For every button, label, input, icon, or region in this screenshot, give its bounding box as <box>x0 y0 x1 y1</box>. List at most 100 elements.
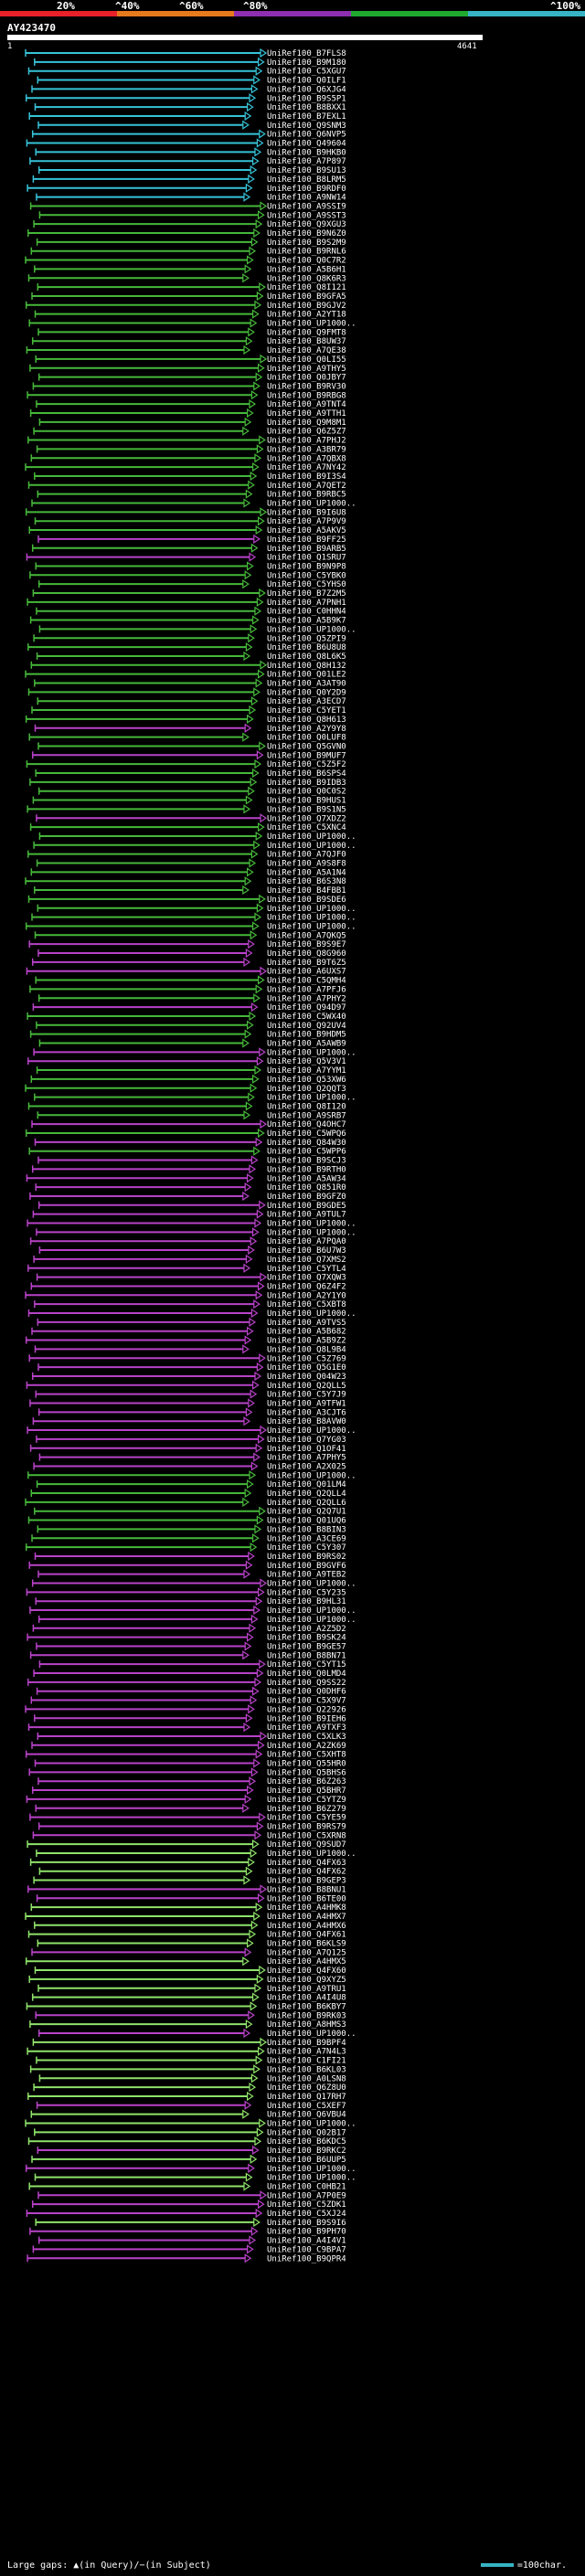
hit-label[interactable]: UniRef100_Q92UV4 <box>267 1022 346 1031</box>
hit-label[interactable]: UniRef100_A9TUL7 <box>267 1211 346 1220</box>
hit-label[interactable]: UniRef100_C0HHN4 <box>267 608 346 617</box>
hit-label[interactable]: UniRef100_A9TTH1 <box>267 409 346 419</box>
hit-label[interactable]: UniRef100_B9SCJ3 <box>267 1157 346 1166</box>
hit-label[interactable]: UniRef100_UP1000.. <box>267 320 356 329</box>
hit-row[interactable]: UniRef100_A7QBX8 <box>30 453 346 463</box>
hit-row[interactable]: UniRef100_A7QJF0 <box>27 849 346 860</box>
hit-label[interactable]: UniRef100_Q0C7R2 <box>267 257 346 266</box>
hit-label[interactable]: UniRef100_C5Y7J9 <box>267 1391 346 1400</box>
hit-label[interactable]: UniRef100_Q01LM4 <box>267 1480 346 1489</box>
hit-row[interactable]: UniRef100_UP1000.. <box>31 1578 356 1589</box>
hit-row[interactable]: UniRef100_B4FBB1 <box>34 885 346 896</box>
hit-row[interactable]: UniRef100_A9SSI9 <box>29 201 346 211</box>
hit-row[interactable]: UniRef100_A6UXS7 <box>26 966 346 977</box>
hit-label[interactable]: UniRef100_UP1000.. <box>267 2120 356 2129</box>
hit-row[interactable]: UniRef100_A5B9Z2 <box>25 1335 346 1346</box>
hit-row[interactable]: UniRef100_A2X025 <box>33 1461 346 1471</box>
hit-row[interactable]: UniRef100_C5YET1 <box>31 705 346 716</box>
hit-row[interactable]: UniRef100_UP1000.. <box>25 921 356 931</box>
hit-label[interactable]: UniRef100_Q9SUD7 <box>267 1840 346 1850</box>
hit-row[interactable]: UniRef100_B8BNU1 <box>27 1884 346 1894</box>
hit-label[interactable]: UniRef100_Q02B17 <box>267 2128 346 2137</box>
hit-label[interactable]: UniRef100_A9TNT4 <box>267 400 346 409</box>
hit-label[interactable]: UniRef100_Q7XDZ2 <box>267 814 346 823</box>
hit-label[interactable]: UniRef100_UP1000.. <box>267 922 356 931</box>
hit-label[interactable]: UniRef100_Q2Q7U1 <box>267 1508 346 1517</box>
hit-row[interactable]: UniRef100_B7FLS8 <box>25 48 346 58</box>
hit-row[interactable]: UniRef100_B9S9I6 <box>35 2217 346 2228</box>
hit-label[interactable]: UniRef100_B9IEH6 <box>267 1714 346 1723</box>
hit-row[interactable]: UniRef100_C5YHS0 <box>37 579 346 589</box>
hit-row[interactable]: UniRef100_A5AKV5 <box>28 525 346 535</box>
hit-label[interactable]: UniRef100_Q5BHR7 <box>267 1786 346 1796</box>
hit-label[interactable]: UniRef100_A7PNH1 <box>267 599 346 608</box>
hit-label[interactable]: UniRef100_Q6Z8U0 <box>267 2083 346 2093</box>
hit-label[interactable]: UniRef100_A7PQA0 <box>267 1237 346 1246</box>
hit-label[interactable]: UniRef100_Q4FX62 <box>267 1868 346 1877</box>
hit-label[interactable]: UniRef100_B6Z263 <box>267 1777 346 1786</box>
hit-row[interactable]: UniRef100_C5WPP6 <box>28 1146 346 1157</box>
hit-row[interactable]: UniRef100_B9GFA5 <box>31 291 346 302</box>
hit-label[interactable]: UniRef100_B9I3S4 <box>267 472 346 482</box>
hit-row[interactable]: UniRef100_B9GVF6 <box>28 1560 346 1571</box>
hit-label[interactable]: UniRef100_B9RS79 <box>267 1822 346 1831</box>
hit-label[interactable]: UniRef100_A7QBX8 <box>267 454 346 463</box>
hit-label[interactable]: UniRef100_Q5BHS6 <box>267 1768 346 1777</box>
hit-label[interactable]: UniRef100_B9SDE6 <box>267 896 346 905</box>
hit-row[interactable]: UniRef100_B6Z279 <box>35 1803 346 1814</box>
hit-row[interactable]: UniRef100_C1FI21 <box>36 2055 346 2066</box>
hit-row[interactable]: UniRef100_A4HMX5 <box>25 1956 346 1966</box>
hit-label[interactable]: UniRef100_B6KL03 <box>267 2065 346 2074</box>
hit-row[interactable]: UniRef100_B8AVW0 <box>32 1416 346 1426</box>
hit-row[interactable]: UniRef100_B9RV30 <box>32 381 346 391</box>
hit-row[interactable]: UniRef100_A5A1N4 <box>30 867 346 877</box>
hit-row[interactable]: UniRef100_A9THY5 <box>29 363 346 374</box>
hit-label[interactable]: UniRef100_B9S9I6 <box>267 2219 346 2228</box>
hit-label[interactable]: UniRef100_C5YE59 <box>267 1814 346 1823</box>
hit-row[interactable]: UniRef100_C5YTL4 <box>27 1263 346 1274</box>
hit-label[interactable]: UniRef100_UP1000.. <box>267 1048 356 1057</box>
hit-row[interactable]: UniRef100_B9IDB3 <box>29 777 346 788</box>
hit-label[interactable]: UniRef100_C5YET1 <box>267 706 346 716</box>
hit-label[interactable]: UniRef100_B9RNL6 <box>267 248 346 257</box>
hit-row[interactable]: UniRef100_B6UUP5 <box>31 2154 346 2165</box>
hit-label[interactable]: UniRef100_A7PHY2 <box>267 994 346 1003</box>
hit-label[interactable]: UniRef100_UP1000.. <box>267 625 356 634</box>
hit-row[interactable]: UniRef100_Q8L6K5 <box>36 651 346 662</box>
hit-label[interactable]: UniRef100_Q0JBY7 <box>267 374 346 383</box>
hit-label[interactable]: UniRef100_UP1000.. <box>267 1094 356 1103</box>
hit-label[interactable]: UniRef100_A7PHY5 <box>267 1454 346 1463</box>
hit-row[interactable]: UniRef100_C5Y7J9 <box>35 1389 346 1400</box>
hit-row[interactable]: UniRef100_A4HMK8 <box>30 1902 346 1913</box>
hit-label[interactable]: UniRef100_B6KBY7 <box>267 2002 346 2011</box>
hit-row[interactable]: UniRef100_Q9SS22 <box>27 1677 346 1688</box>
hit-label[interactable]: UniRef100_Q8I120 <box>267 1102 346 1111</box>
hit-row[interactable]: UniRef100_UP1000.. <box>28 318 356 329</box>
hit-row[interactable]: UniRef100_C5WPQ6 <box>25 1128 346 1139</box>
hit-label[interactable]: UniRef100_Q22926 <box>267 1705 346 1714</box>
hit-row[interactable]: UniRef100_A7N4L3 <box>27 2046 346 2057</box>
hit-row[interactable]: UniRef100_Q0C0S2 <box>37 786 346 797</box>
hit-row[interactable]: UniRef100_B6KLS9 <box>37 1938 346 1949</box>
hit-row[interactable]: UniRef100_B6U7W3 <box>38 1245 346 1256</box>
hit-label[interactable]: UniRef100_Q9SNM3 <box>267 122 346 131</box>
hit-label[interactable]: UniRef100_Q5ZPI9 <box>267 634 346 643</box>
hit-label[interactable]: UniRef100_A5B9K7 <box>267 617 346 626</box>
hit-row[interactable]: UniRef100_B9T6Z5 <box>31 957 346 968</box>
hit-row[interactable]: UniRef100_B6KDC5 <box>27 2136 346 2147</box>
hit-label[interactable]: UniRef100_A3CJT6 <box>267 1408 346 1417</box>
hit-label[interactable]: UniRef100_Q01LE2 <box>267 671 346 680</box>
hit-label[interactable]: UniRef100_A9TEB2 <box>267 1571 346 1580</box>
hit-label[interactable]: UniRef100_B6U8U8 <box>267 643 346 652</box>
hit-row[interactable]: UniRef100_Q9M8M1 <box>38 417 346 428</box>
hit-row[interactable]: UniRef100_C5WX40 <box>27 1011 346 1022</box>
hit-label[interactable]: UniRef100_B9RBG8 <box>267 391 346 400</box>
hit-label[interactable]: UniRef100_UP1000.. <box>267 2165 356 2174</box>
hit-row[interactable]: UniRef100_Q2QLL4 <box>30 1488 346 1499</box>
hit-row[interactable]: UniRef100_A9TNT4 <box>36 399 346 409</box>
hit-label[interactable]: UniRef100_C5WX40 <box>267 1012 346 1022</box>
hit-row[interactable]: UniRef100_UP1000.. <box>38 831 356 842</box>
hit-label[interactable]: UniRef100_Q55HR0 <box>267 1760 346 1769</box>
hit-row[interactable]: UniRef100_C5QMH4 <box>35 975 346 986</box>
hit-row[interactable]: UniRef100_A9TTH1 <box>29 408 346 419</box>
